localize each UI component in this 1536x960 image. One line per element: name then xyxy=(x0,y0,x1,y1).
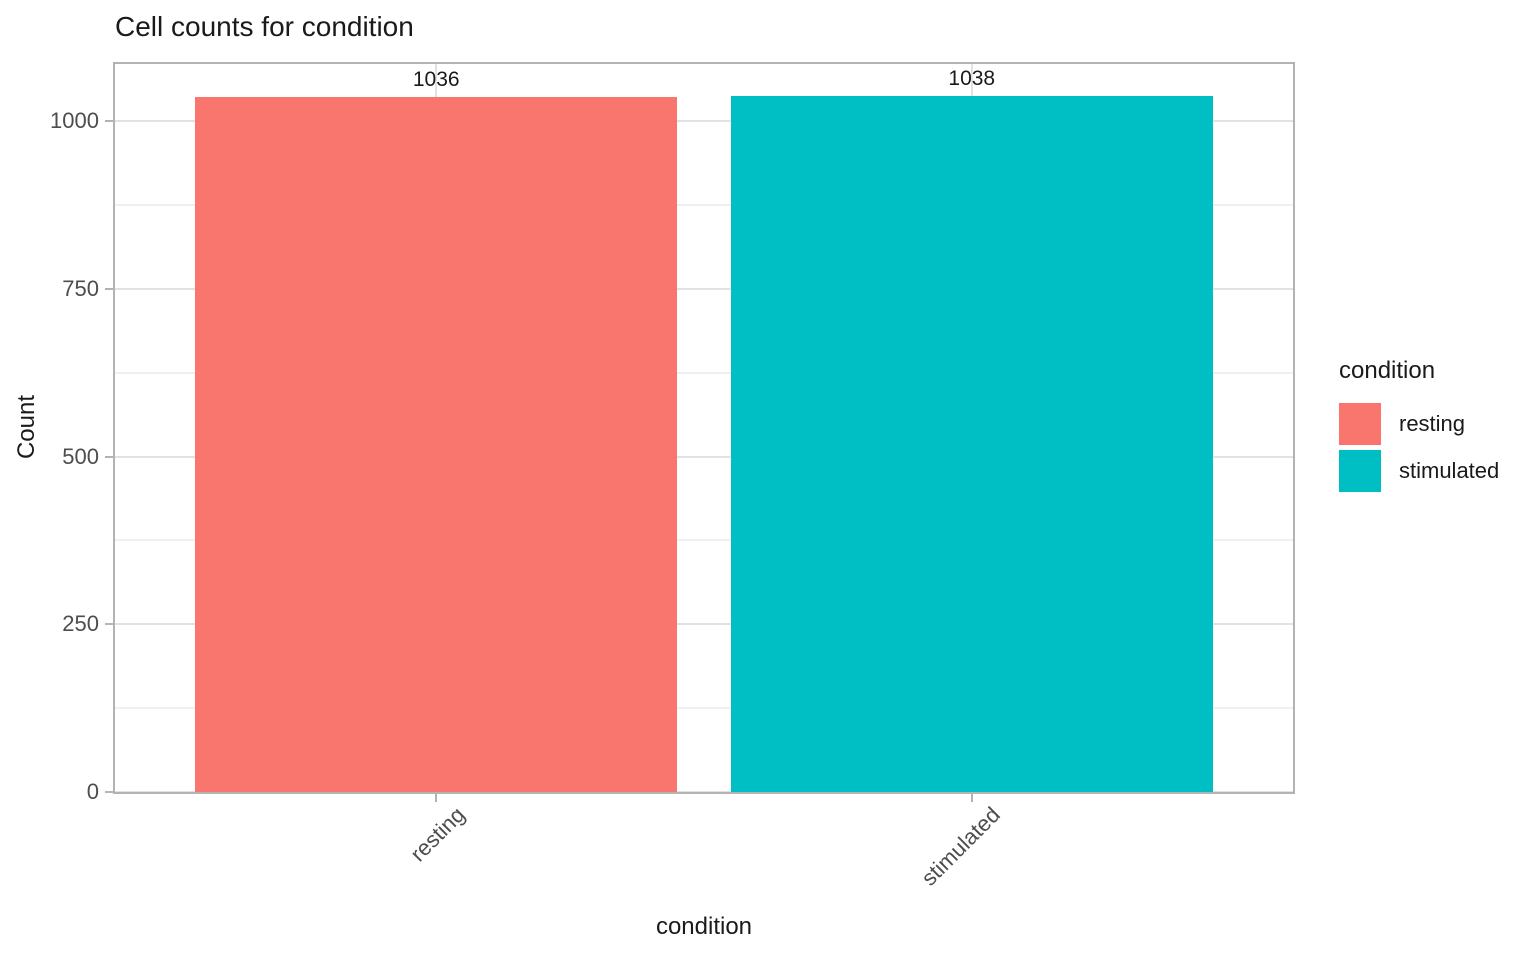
legend-entry-stimulated: stimulated xyxy=(1339,450,1499,492)
gridline-minor-y-125 xyxy=(115,707,1293,710)
legend: condition resting stimulated xyxy=(1339,356,1499,492)
x-tick-label-anchor-stimulated: stimulated xyxy=(887,802,1006,891)
gridline-minor-y-375 xyxy=(115,539,1293,542)
x-tick-label-stimulated: stimulated xyxy=(916,802,1006,891)
gridline-major-y-1000 xyxy=(115,120,1293,123)
y-tick-label-1000: 1000 xyxy=(50,108,99,134)
y-tick-mark-250 xyxy=(105,623,113,626)
bar-value-label-resting: 1036 xyxy=(412,67,460,91)
gridline-major-y-250 xyxy=(115,623,1293,626)
legend-entries: resting stimulated xyxy=(1339,403,1499,492)
plot-panel: 1036 1038 xyxy=(113,62,1295,794)
x-tick-mark-resting xyxy=(435,794,438,802)
legend-swatch-resting xyxy=(1339,403,1381,445)
y-tick-mark-750 xyxy=(105,287,113,290)
legend-label-resting: resting xyxy=(1399,411,1466,436)
chart-title: Cell counts for condition xyxy=(115,11,414,42)
gridline-major-y-750 xyxy=(115,287,1293,290)
legend-label-stimulated: stimulated xyxy=(1399,458,1500,483)
x-axis-title: condition xyxy=(655,913,753,940)
bar-value-label-stimulated: 1038 xyxy=(948,66,996,90)
y-tick-label-0: 0 xyxy=(86,779,99,804)
legend-swatch-stimulated xyxy=(1339,450,1381,492)
x-tick-label-resting: resting xyxy=(405,802,470,867)
y-tick-label-250: 250 xyxy=(62,611,99,637)
y-tick-label-750: 750 xyxy=(62,275,99,301)
gridline-minor-y-875 xyxy=(115,203,1293,206)
bar-stimulated xyxy=(730,95,1213,792)
legend-title: condition xyxy=(1339,357,1436,384)
gridline-major-y-500 xyxy=(115,455,1293,458)
y-tick-label-500: 500 xyxy=(62,443,99,469)
gridline-minor-y-625 xyxy=(115,371,1293,374)
y-tick-mark-1000 xyxy=(105,120,113,123)
bar-resting xyxy=(195,96,678,792)
gridline-major-y-0 xyxy=(115,791,1293,792)
x-tick-label-anchor-resting: resting xyxy=(386,802,470,866)
y-tick-mark-500 xyxy=(105,455,113,458)
legend-entry-resting: resting xyxy=(1339,403,1499,445)
y-tick-mark-0 xyxy=(105,791,113,793)
x-tick-mark-stimulated xyxy=(970,794,973,802)
